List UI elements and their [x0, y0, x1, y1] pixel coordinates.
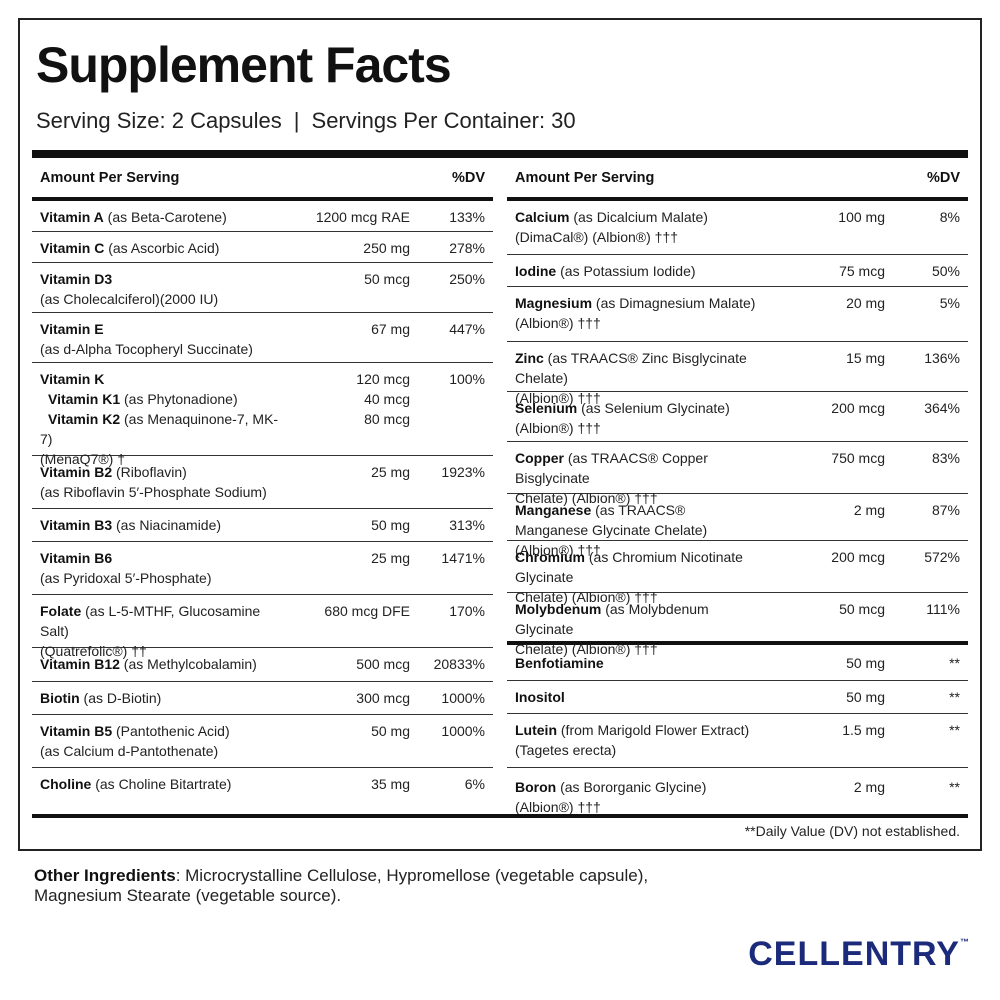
serving-separator: | [293, 108, 300, 133]
nutrient-row: Chromium (as Chromium Nicotinate Glycina… [507, 541, 968, 605]
nutrient-row: Molybdenum (as Molybdenum Glycinate Chela… [507, 593, 968, 657]
servings-per-container: Servings Per Container: 30 [311, 108, 576, 133]
header-divider [32, 150, 968, 158]
nutrient-row: Vitamin E (as d-Alpha Tocopheryl Succinat… [32, 313, 493, 363]
left-column-header: Amount Per Serving %DV [32, 158, 493, 201]
nutrient-row: Lutein (from Marigold Flower Extract) (Ta… [507, 714, 968, 768]
nutrient-row: Zinc (as TRAACS® Zinc Bisglycinate Chela… [507, 342, 968, 406]
page-title: Supplement Facts [36, 37, 452, 93]
other-ingredients: Other Ingredients: Microcrystalline Cell… [34, 866, 714, 906]
nutrient-row: Folate (as L-5-MTHF, Glucosamine Salt) (Q… [32, 595, 493, 659]
dv-footnote: **Daily Value (DV) not established. [744, 823, 960, 839]
serving-info: Serving Size: 2 Capsules | Servings Per Co… [36, 108, 576, 134]
nutrient-row: Magnesium (as Dimagnesium Malate) (Albion… [507, 287, 968, 342]
nutrient-row: Vitamin K Vitamin K1 (as Phytonadione) V… [32, 363, 493, 467]
amount-per-serving-label: Amount Per Serving [40, 169, 180, 186]
left-column: Amount Per Serving %DV Vitamin A (as Bet… [32, 158, 493, 804]
nutrient-row: Vitamin B2 (Riboflavin) (as Riboflavin 5′… [32, 456, 493, 509]
nutrient-row: Vitamin B6 (as Pyridoxal 5′-Phosphate) 25… [32, 542, 493, 595]
nutrient-row: Inositol 50 mg ** [507, 681, 968, 714]
serving-size: Serving Size: 2 Capsules [36, 108, 282, 133]
dv-label: %DV [926, 169, 960, 186]
right-column: Amount Per Serving %DV Calcium (as Dical… [507, 158, 968, 815]
supplement-facts-panel: Supplement Facts Serving Size: 2 Capsule… [18, 18, 982, 851]
dv-label: %DV [451, 169, 485, 186]
nutrient-row: Vitamin B3 (as Niacinamide) 50 mg 313% [32, 509, 493, 542]
nutrient-row: Boron (as Bororganic Glycine) (Albion®) … [515, 779, 960, 815]
nutrient-row: Vitamin A (as Beta-Carotene) 1200 mcg RA… [32, 201, 493, 232]
nutrient-row: Iodine (as Potassium Iodide) 75 mcg 50% [507, 255, 968, 287]
nutrient-row: Benfotiamine 50 mg ** [507, 645, 968, 681]
other-ingredients-label: Other Ingredients [34, 866, 176, 885]
nutrient-row: Copper (as TRAACS® Copper Bisglycinate Ch… [507, 442, 968, 506]
nutrient-row: Selenium (as Selenium Glycinate) (Albion®… [507, 392, 968, 442]
nutrient-row: Vitamin C (as Ascorbic Acid) 250 mg 278% [32, 232, 493, 263]
nutrient-row: Calcium (as Dicalcium Malate) (DimaCal®) … [507, 201, 968, 255]
other-ingredients-text: : Microcrystalline Cellulose, Hypromello… [34, 866, 649, 905]
brand-logo: CELLENTRY™ [748, 935, 970, 973]
nutrient-row: Vitamin D3 (as Cholecalciferol)(2000 IU) … [32, 263, 493, 313]
footer-divider [32, 814, 968, 818]
nutrient-row: Vitamin B12 (as Methylcobalamin) 500 mcg… [32, 648, 493, 682]
amount-per-serving-label: Amount Per Serving [515, 169, 655, 186]
nutrient-row: Choline (as Choline Bitartrate) 35 mg 6% [40, 776, 485, 792]
nutrient-row: Biotin (as D-Biotin) 300 mcg 1000% [32, 682, 493, 715]
nutrient-row: Manganese (as TRAACS® Manganese Glycinate… [507, 494, 968, 558]
nutrient-row: Vitamin B5 (Pantothenic Acid) (as Calcium… [32, 715, 493, 768]
right-column-header: Amount Per Serving %DV [507, 158, 968, 201]
